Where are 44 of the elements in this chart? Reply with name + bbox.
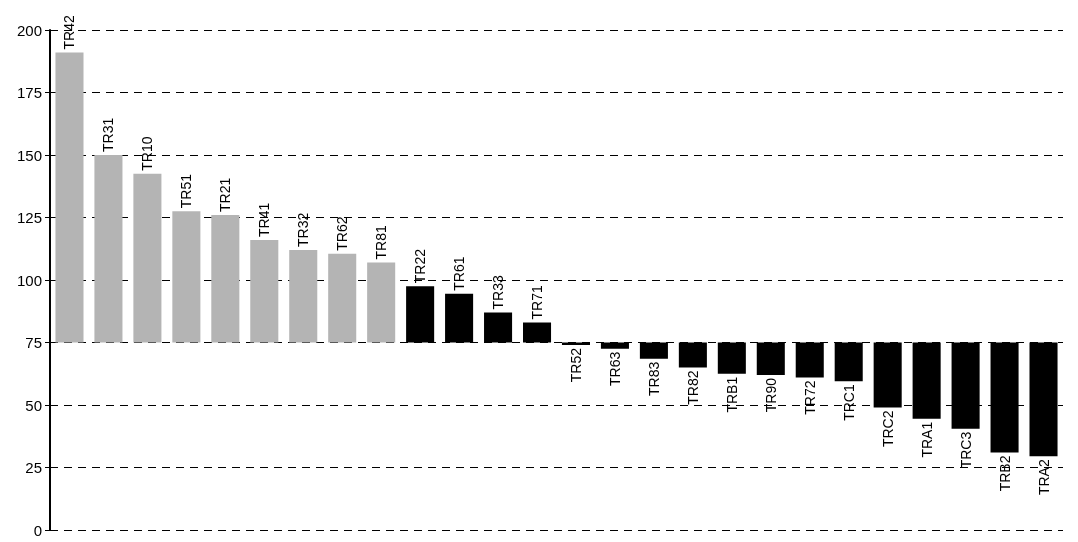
y-tick-label: 150 [16, 146, 42, 164]
x-tick-label: TRB2 [996, 455, 1013, 492]
y-tick-label: 25 [25, 459, 42, 476]
x-tick-label: TR33 [490, 275, 507, 310]
x-tick-label: TR71 [529, 285, 546, 320]
x-tick-label: TRC1 [840, 384, 857, 421]
x-tick-label: TR31 [100, 117, 117, 152]
bar [328, 253, 357, 343]
bar [250, 240, 279, 343]
x-tick-label: TR52 [567, 347, 584, 383]
y-tick-label: 75 [25, 334, 42, 351]
bar [94, 155, 123, 343]
bar [522, 322, 552, 343]
bar [172, 211, 201, 343]
x-tick-label: TRC3 [957, 431, 974, 469]
x-tick-label: TRA1 [918, 421, 935, 458]
y-tick-label: 125 [16, 209, 42, 226]
bar [133, 173, 162, 343]
x-tick-label: TRC2 [879, 410, 896, 448]
bar [211, 215, 240, 343]
y-tick-label: 100 [16, 271, 42, 289]
x-tick-label: TRA2 [1035, 459, 1052, 496]
x-tick-label: TR42 [61, 15, 78, 50]
bar [289, 250, 318, 343]
bar [367, 262, 396, 343]
x-tick-label: TR62 [334, 216, 351, 251]
x-tick-label: TRB1 [723, 376, 740, 413]
y-tick-label: 0 [33, 521, 42, 539]
bar [55, 52, 84, 343]
x-tick-label: TR41 [256, 202, 273, 237]
x-tick-label: TR90 [762, 377, 779, 413]
y-tick-label: 200 [16, 21, 42, 39]
x-tick-label: TR81 [373, 225, 390, 260]
x-tick-label: TR22 [412, 248, 429, 284]
x-tick-label: TR82 [684, 370, 701, 405]
x-tick-label: TR83 [645, 361, 662, 396]
x-tick-label: TR51 [178, 173, 195, 209]
x-tick-label: TR32 [295, 212, 312, 247]
x-tick-label: TR21 [217, 177, 234, 212]
y-tick-label: 50 [25, 396, 42, 414]
x-tick-label: TR10 [139, 136, 156, 171]
y-tick-label: 175 [16, 84, 42, 101]
x-tick-label: TR63 [606, 351, 623, 386]
x-tick-label: TR72 [801, 380, 818, 415]
